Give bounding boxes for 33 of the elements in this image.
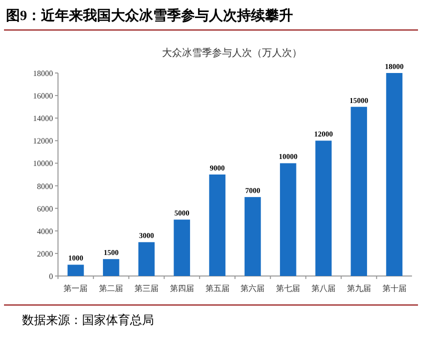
bar <box>102 259 120 276</box>
x-tick-label: 第一届 <box>64 284 88 293</box>
x-tick-label: 第三届 <box>134 284 158 293</box>
bar <box>209 174 226 276</box>
y-tick-label: 12000 <box>33 136 53 146</box>
x-tick-label: 第七届 <box>276 284 300 293</box>
y-tick-label: 14000 <box>33 114 53 124</box>
y-tick-label: 4000 <box>37 226 53 236</box>
y-tick-label: 2000 <box>37 249 53 258</box>
y-tick-label: 10000 <box>33 159 53 168</box>
source-note: 数据来源：国家体育总局 <box>22 313 154 327</box>
x-tick-label: 第二届 <box>99 284 124 293</box>
y-tick-label: 6000 <box>37 204 53 214</box>
y-tick-label: 8000 <box>37 182 53 191</box>
bar <box>138 242 155 276</box>
y-tick-label: 18000 <box>33 69 53 78</box>
chart-subtitle: 大众冰雪季参与人次（万人次） <box>162 47 302 59</box>
y-tick-label: 0 <box>49 272 53 281</box>
bar <box>174 220 190 276</box>
bar <box>386 73 402 276</box>
bar <box>280 163 296 276</box>
x-tick-label: 第五届 <box>205 284 230 293</box>
x-tick-label: 第八届 <box>312 284 336 293</box>
bar <box>350 106 368 276</box>
x-tick-label: 第六届 <box>240 284 265 293</box>
x-tick-label: 第九届 <box>346 284 371 293</box>
y-tick-label: 16000 <box>33 92 53 101</box>
x-tick-label: 第四届 <box>170 284 194 293</box>
bar <box>244 197 261 276</box>
bar <box>315 140 332 276</box>
chart-title: 图9：近年来我国大众冰雪季参与人次持续攀升 <box>6 7 293 24</box>
x-tick-label: 第十届 <box>382 284 406 293</box>
bar <box>68 264 84 276</box>
